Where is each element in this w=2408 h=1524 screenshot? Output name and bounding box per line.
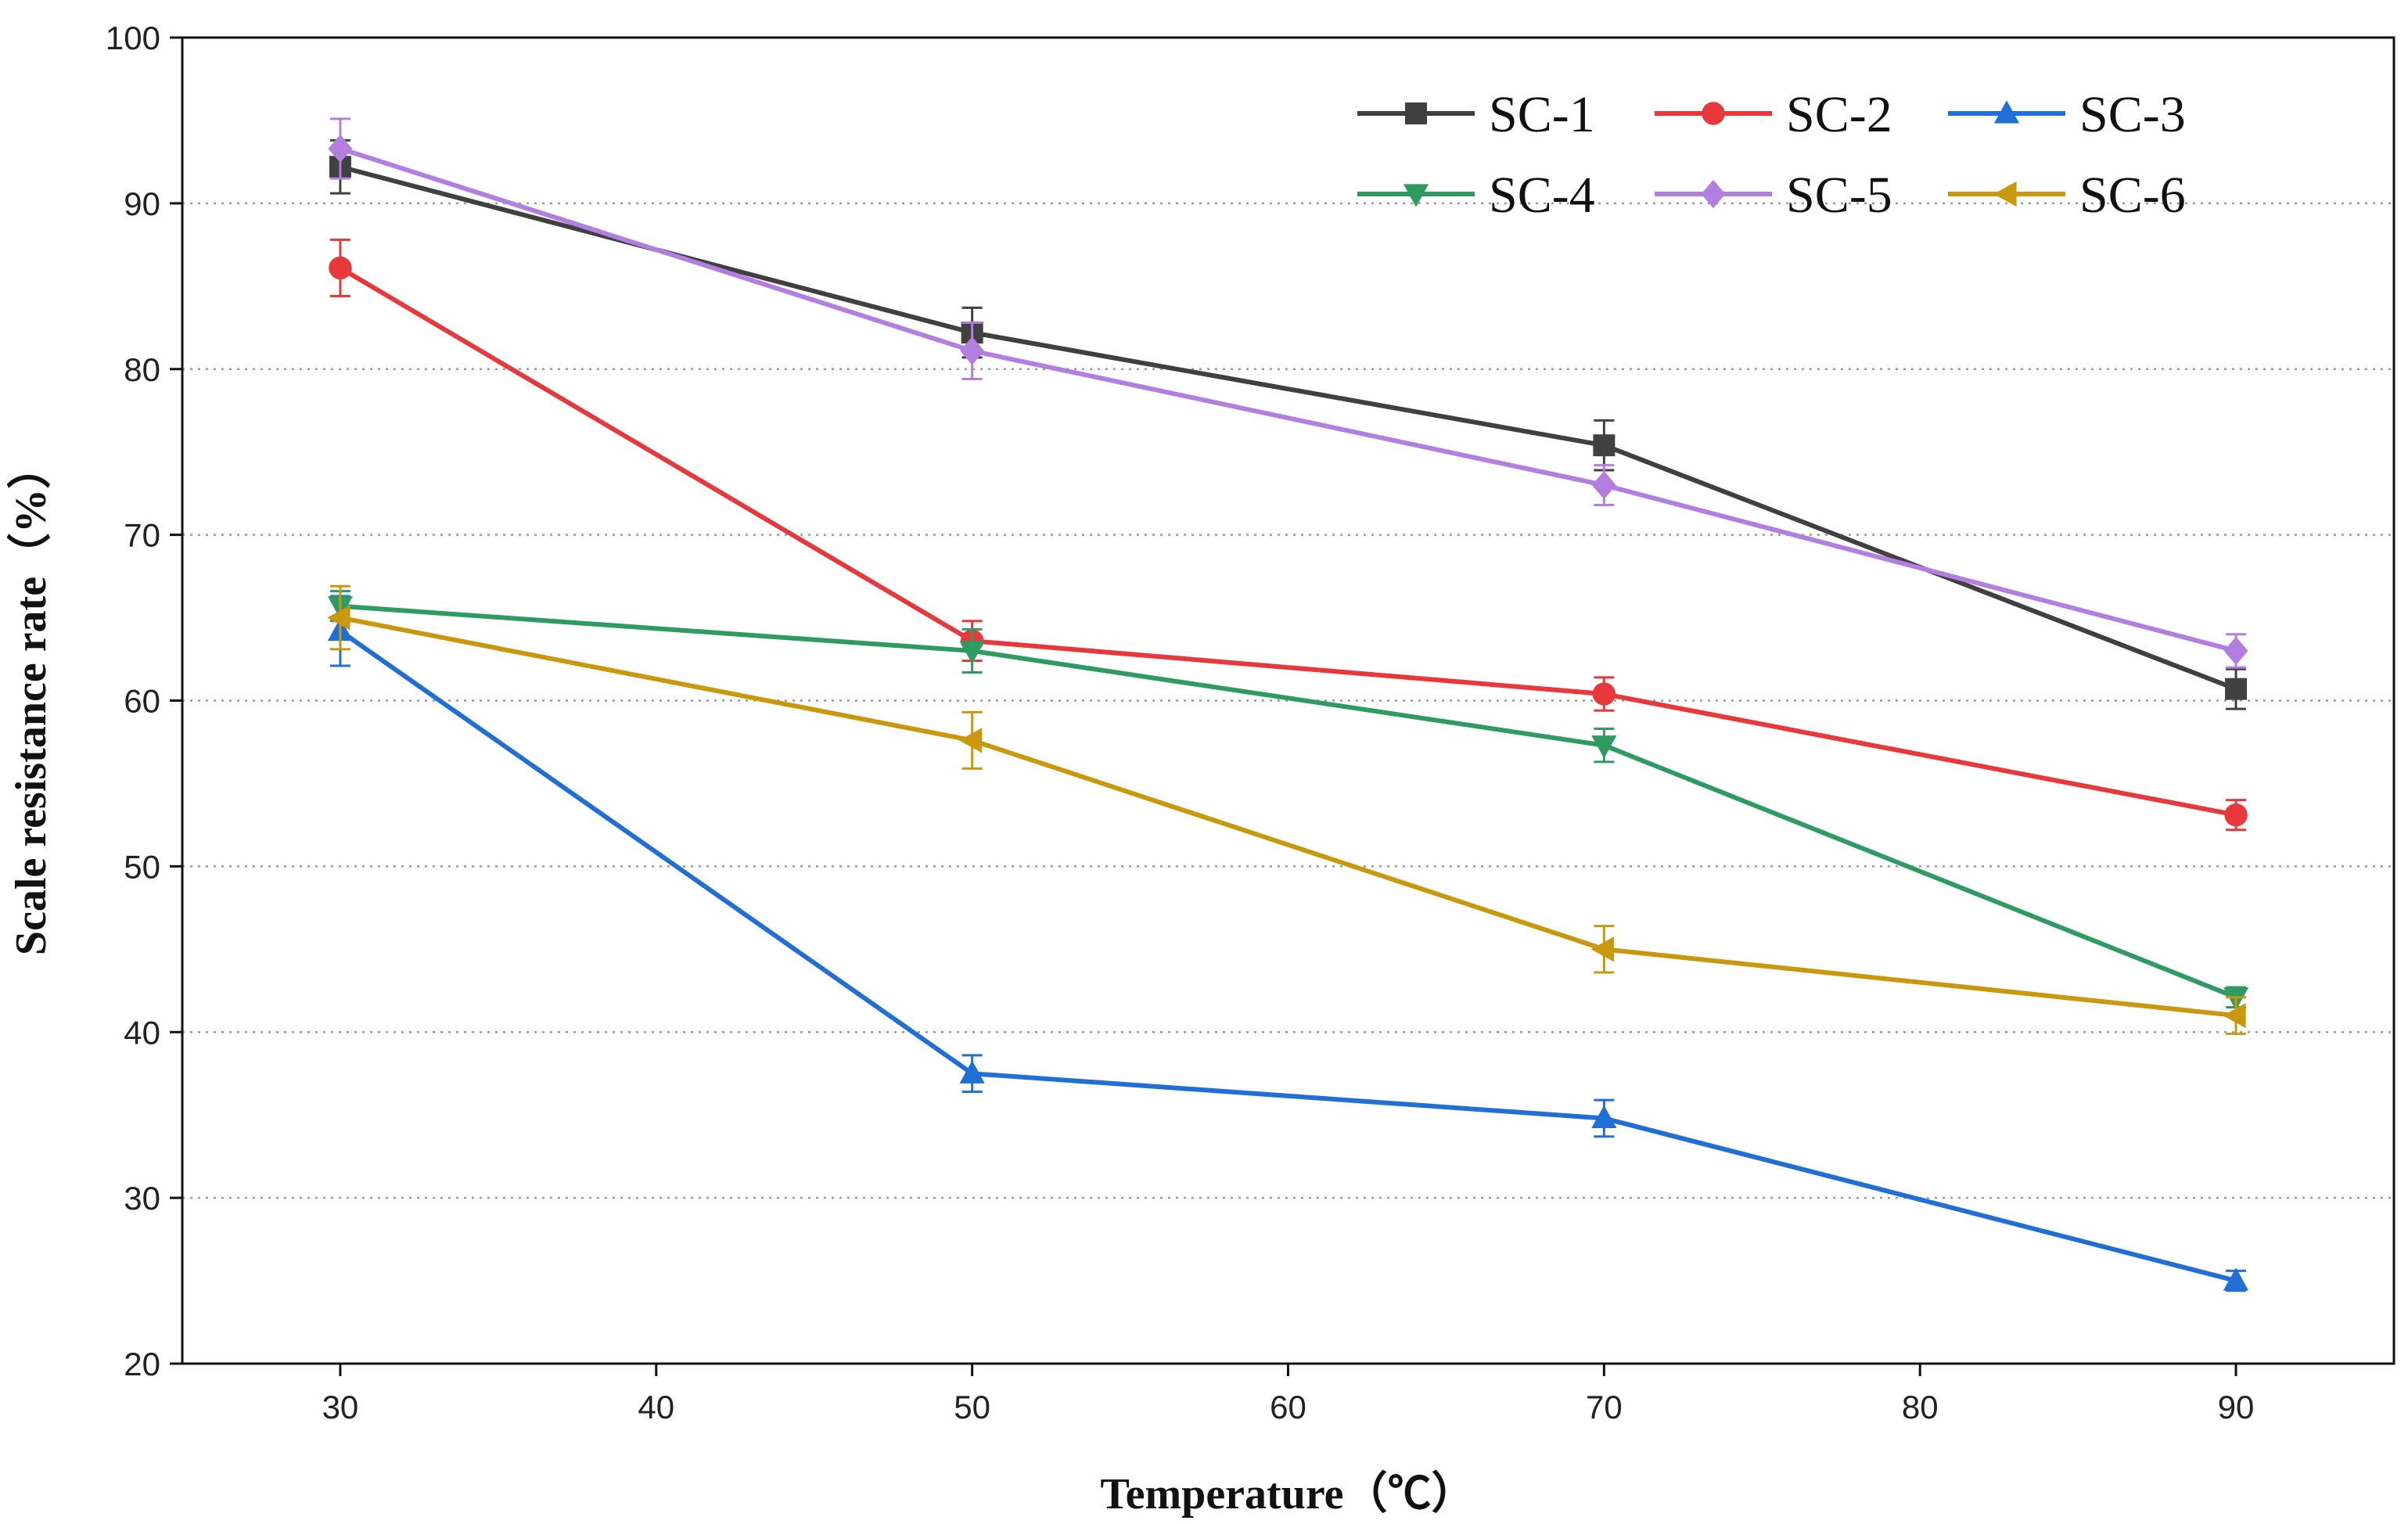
legend-label-SC-6: SC-6 [2079,167,2186,224]
legend-marker-SC-4 [1403,184,1429,207]
legend-marker-SC-1 [1405,102,1427,124]
y-tick-label-80: 80 [124,351,160,388]
data-point-SC-2-30 [329,256,352,280]
series-line-SC-4 [340,603,2237,1000]
data-point-SC-5-70 [1591,470,1616,500]
legend-marker-SC-3 [1993,100,2020,124]
y-tick-label-60: 60 [124,683,160,720]
series-line-SC-3 [339,629,2237,1283]
legend-label-SC-5: SC-5 [1786,167,1892,224]
series-SC-6 [327,584,2247,1035]
legend-marker-SC-6 [1993,181,2017,207]
y-tick-label-20: 20 [124,1346,160,1382]
legend-item-SC-4: SC-4 [1357,167,1595,224]
x-tick-label-60: 60 [1270,1389,1306,1425]
data-point-SC-5-90 [2223,636,2248,666]
y-tick-label-50: 50 [124,848,160,885]
data-point-SC-4-50 [959,641,985,664]
y-tick-label-70: 70 [124,517,160,554]
legend-label-SC-3: SC-3 [2079,86,2186,143]
series-SC-3 [327,595,2249,1292]
series-line-SC-1 [340,164,2237,692]
y-tick-label-40: 40 [124,1014,160,1051]
data-point-SC-6-50 [958,728,983,753]
legend-marker-SC-5 [1701,179,1726,209]
axis-ticks: 20 30 40 50 60 70 80 90 100 30 40 50 60 70 80 90 [106,20,2255,1425]
legend-item-SC-6: SC-6 [1948,167,2186,224]
y-tick-label-30: 30 [124,1180,160,1217]
x-tick-label-70: 70 [1586,1389,1623,1425]
legend-marker-SC-2 [1702,102,1725,125]
legend-item-SC-5: SC-5 [1655,167,1892,224]
x-tick-label-30: 30 [322,1389,359,1425]
legend-label-SC-1: SC-1 [1489,86,1595,143]
x-tick-label-90: 90 [2218,1389,2255,1425]
legend: SC-1 SC-2 SC-3 SC-4 SC-5 SC-6 [1357,86,2186,224]
x-axis-title: Temperature（℃） [1100,1469,1475,1519]
data-point-SC-2-70 [1592,682,1616,706]
y-axis-title: Scale resistance rate（%） [6,445,56,955]
x-tick-label-80: 80 [1902,1389,1939,1425]
legend-item-SC-2: SC-2 [1655,86,1892,143]
series-line-SC-2 [339,265,2237,818]
series-line-SC-5 [340,146,2237,653]
data-point-SC-6-70 [1590,936,1614,962]
grid-lines [182,202,2394,1199]
series-SC-2 [329,238,2248,832]
data-point-SC-3-70 [1591,1105,1617,1129]
legend-item-SC-1: SC-1 [1357,86,1595,143]
series-SC-5 [328,117,2248,669]
series-group [327,117,2249,1292]
legend-label-SC-2: SC-2 [1786,86,1892,143]
x-tick-label-50: 50 [954,1389,990,1425]
data-point-SC-5-50 [960,336,985,365]
data-point-SC-3-90 [2223,1267,2249,1291]
x-tick-label-40: 40 [638,1389,674,1425]
legend-item-SC-3: SC-3 [1948,86,2186,143]
data-point-SC-6-90 [2223,1002,2246,1029]
data-point-SC-1-70 [1593,434,1616,457]
series-line-SC-6 [340,615,2237,1019]
series-SC-4 [327,590,2249,1011]
y-tick-label-90: 90 [124,185,160,222]
data-point-SC-4-70 [1591,735,1617,759]
data-point-SC-3-50 [959,1060,985,1084]
data-point-SC-5-30 [328,134,353,164]
data-point-SC-1-90 [2225,678,2248,700]
data-point-SC-2-90 [2224,803,2248,827]
data-point-SC-6-30 [327,605,350,631]
y-tick-label-100: 100 [106,20,160,56]
legend-label-SC-4: SC-4 [1489,167,1595,224]
